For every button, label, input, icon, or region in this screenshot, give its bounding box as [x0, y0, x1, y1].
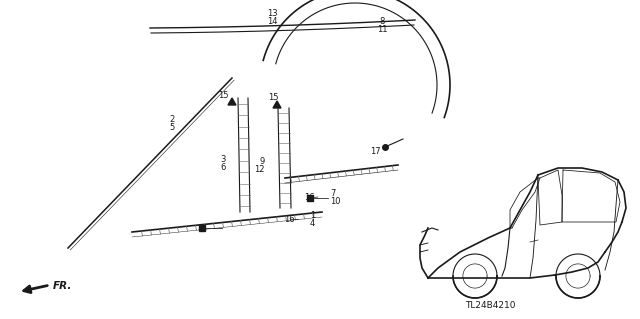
Text: 7: 7	[330, 189, 335, 197]
Text: 8: 8	[380, 18, 385, 26]
Text: TL24B4210: TL24B4210	[465, 300, 515, 309]
Text: 6: 6	[221, 164, 226, 173]
Text: 4: 4	[310, 219, 316, 227]
Text: 1: 1	[310, 211, 316, 219]
Text: 2: 2	[170, 115, 175, 124]
Text: 16: 16	[305, 192, 315, 202]
Text: FR.: FR.	[53, 281, 72, 291]
Text: 16: 16	[284, 214, 295, 224]
Text: 17: 17	[370, 147, 381, 157]
Text: 3: 3	[221, 155, 226, 165]
Text: 5: 5	[170, 123, 175, 132]
Text: 9: 9	[260, 158, 265, 167]
Text: 11: 11	[377, 26, 387, 34]
Text: 14: 14	[267, 18, 277, 26]
Text: 12: 12	[255, 166, 265, 174]
Polygon shape	[273, 101, 281, 108]
Text: 10: 10	[330, 197, 340, 205]
Text: 15: 15	[218, 91, 228, 100]
Polygon shape	[228, 98, 236, 105]
Text: 13: 13	[267, 10, 277, 19]
Text: 15: 15	[268, 93, 278, 101]
